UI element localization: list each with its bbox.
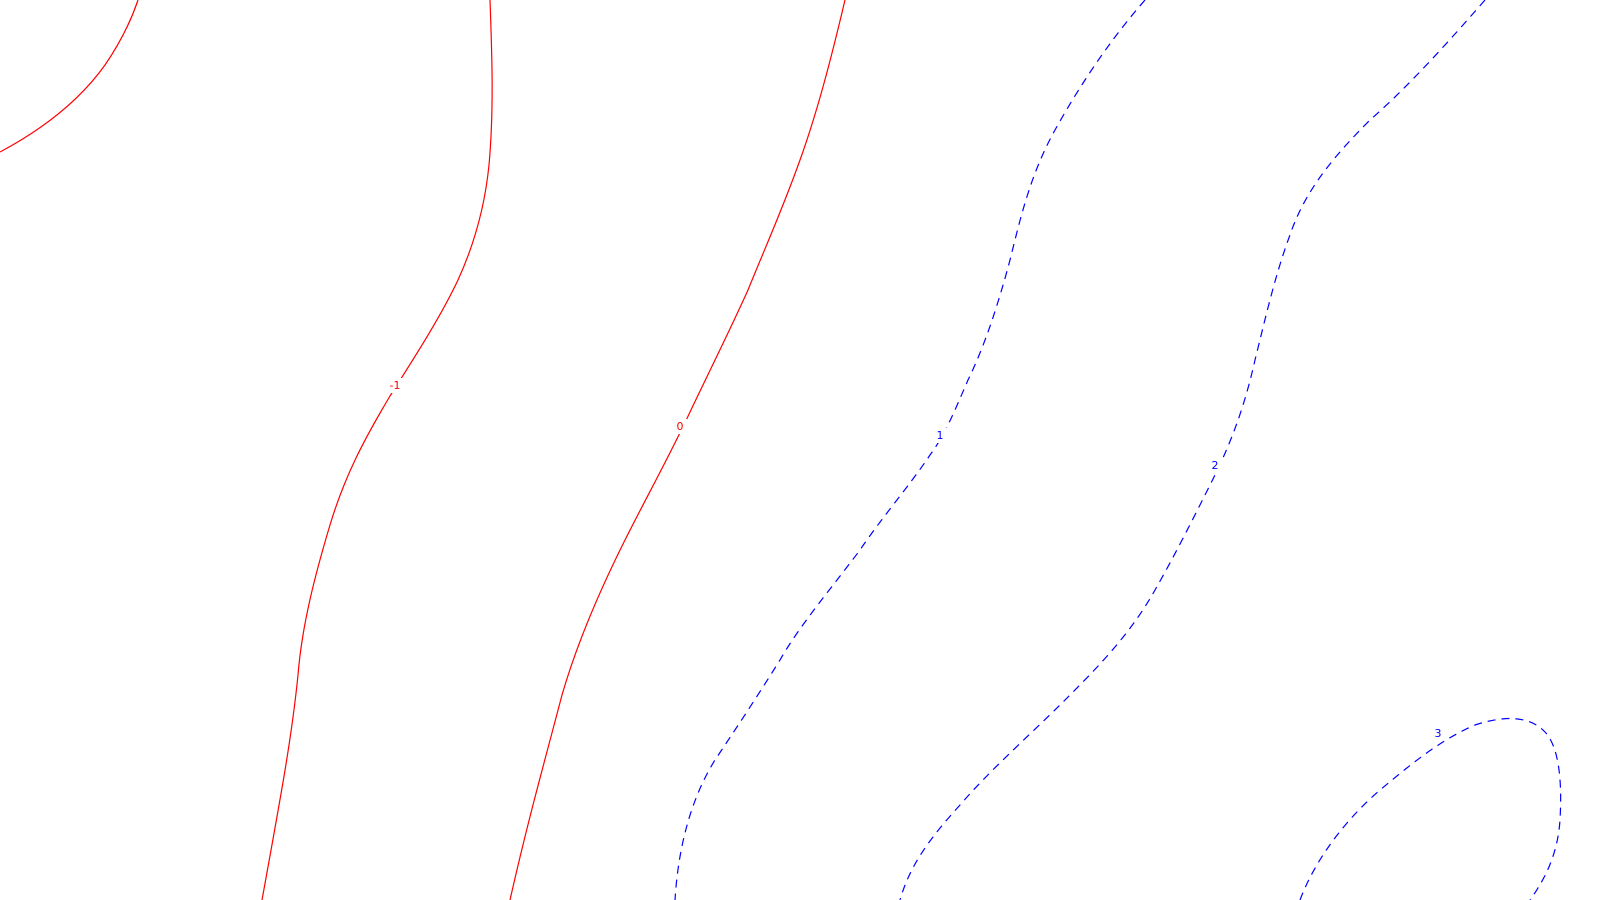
contour-line-level-0 [509, 0, 846, 900]
contour-line-level-3 [1299, 717, 1562, 900]
contour-label-0: 0 [677, 420, 684, 433]
contour-line-level-1 [674, 0, 1146, 900]
contour-label-1: 1 [937, 429, 944, 442]
contour-line-level-minus-1 [261, 0, 493, 900]
contour-label-minus-1: -1 [390, 379, 401, 392]
contour-line-level-2 [899, 0, 1486, 900]
contour-label-3: 3 [1435, 727, 1442, 740]
contour-line-level-minus-2 [0, 0, 139, 153]
contour-label-2: 2 [1212, 459, 1219, 472]
